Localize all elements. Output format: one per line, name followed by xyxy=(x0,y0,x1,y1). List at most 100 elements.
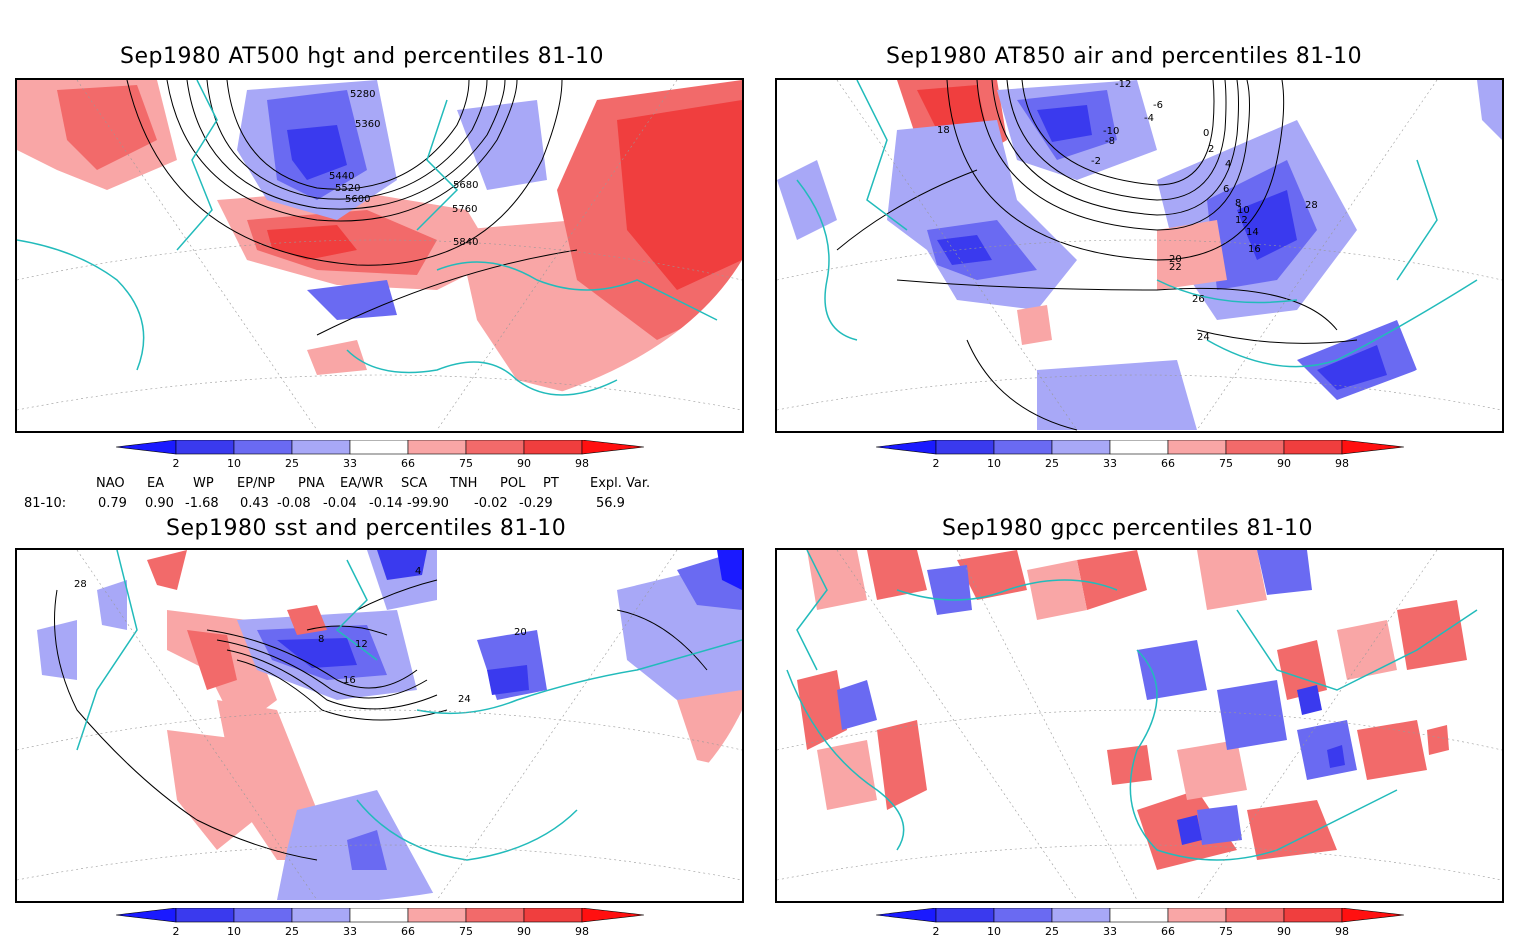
contour-label: 10 xyxy=(1237,205,1250,216)
index-value: -0.02 xyxy=(474,496,508,511)
panel-title-gpcc: Sep1980 gpcc percentiles 81-10 xyxy=(942,516,1313,541)
colorbar-tick-label: 10 xyxy=(987,457,1001,470)
contour-label: 0 xyxy=(1203,128,1209,139)
colorbar-gpcc: 2 10 25 33 66 75 90 98 xyxy=(875,907,1405,938)
index-header: Expl. Var. xyxy=(590,476,651,491)
contour-label: 5840 xyxy=(453,237,478,248)
contour-label: 5680 xyxy=(453,180,478,191)
contour-label: 16 xyxy=(343,675,356,686)
contour-label: 8 xyxy=(1235,198,1241,209)
colorbar-tick-label: 33 xyxy=(343,457,357,470)
colorbar-tick-label: 33 xyxy=(1103,457,1117,470)
index-header: NAO xyxy=(96,476,125,491)
contour-label: 5760 xyxy=(452,204,477,215)
colorbar-tick-label: 25 xyxy=(285,925,299,938)
colorbar-tick-label: 33 xyxy=(343,925,357,938)
contour-label: 12 xyxy=(1235,215,1248,226)
colorbar-tick-label: 66 xyxy=(1161,925,1175,938)
contour-label: 5440 xyxy=(329,171,354,182)
colorbar-tick-label: 66 xyxy=(401,925,415,938)
contour-label: -4 xyxy=(1144,113,1154,124)
colorbar-tick-label: 75 xyxy=(459,457,473,470)
index-value: 56.9 xyxy=(596,496,625,511)
colorbar-tick-label: 25 xyxy=(1045,925,1059,938)
map-z500: 5280 5360 5440 5520 5600 5680 5760 5840 xyxy=(15,78,744,433)
contour-label: 4 xyxy=(1225,159,1231,170)
index-value-row: 81-10: 0.79 0.90 -1.68 0.43 -0.08 -0.04 … xyxy=(0,496,760,514)
index-value: -99.90 xyxy=(407,496,449,511)
panel-title-sst: Sep1980 sst and percentiles 81-10 xyxy=(166,516,567,541)
contour-label: -8 xyxy=(1105,136,1115,147)
contour-label: 24 xyxy=(1197,332,1210,343)
index-header: WP xyxy=(193,476,214,491)
index-value: 0.79 xyxy=(98,496,127,511)
index-value: 0.43 xyxy=(240,496,269,511)
contour-label: -6 xyxy=(1153,100,1163,111)
colorbar-sst: 2 10 25 33 66 75 90 98 xyxy=(115,907,645,938)
map-gpcc xyxy=(775,548,1504,903)
panel-title-t850: Sep1980 AT850 air and percentiles 81-10 xyxy=(886,44,1363,69)
colorbar-tick-label: 2 xyxy=(933,457,940,470)
colorbar-tick-label: 98 xyxy=(575,925,589,938)
colorbar-tick-label: 2 xyxy=(173,925,180,938)
contour-label: 20 xyxy=(1169,254,1182,265)
contour-label: 5360 xyxy=(355,119,380,130)
index-header: SCA xyxy=(401,476,428,491)
colorbar-tick-label: 90 xyxy=(1277,457,1291,470)
contour-label: 8 xyxy=(318,634,324,645)
colorbar-tick-label: 25 xyxy=(1045,457,1059,470)
contour-label: 26 xyxy=(1192,294,1205,305)
index-header: EA xyxy=(147,476,165,491)
colorbar-tick-label: 98 xyxy=(575,457,589,470)
contour-label: 28 xyxy=(74,579,87,590)
colorbar-tick-label: 66 xyxy=(401,457,415,470)
index-header: TNH xyxy=(450,476,478,491)
colorbar-tick-label: 10 xyxy=(227,457,241,470)
contour-label: -2 xyxy=(1091,156,1101,167)
colorbar-tick-label: 25 xyxy=(285,457,299,470)
index-header: POL xyxy=(500,476,526,491)
index-value: -0.04 xyxy=(323,496,357,511)
contour-label: 24 xyxy=(458,694,471,705)
colorbar-tick-label: 90 xyxy=(517,457,531,470)
colorbar-tick-label: 75 xyxy=(1219,925,1233,938)
colorbar-tick-label: 98 xyxy=(1335,457,1349,470)
contour-label: 20 xyxy=(514,627,527,638)
colorbar-tick-label: 75 xyxy=(459,925,473,938)
index-value: -0.14 xyxy=(369,496,403,511)
colorbar-tick-label: 75 xyxy=(1219,457,1233,470)
index-header: PNA xyxy=(298,476,325,491)
colorbar-tick-label: 10 xyxy=(227,925,241,938)
contour-label: 5280 xyxy=(350,89,375,100)
map-t850: -12 -10 -8 -6 -4 -2 0 2 4 6 8 10 12 14 1… xyxy=(775,78,1504,433)
colorbar-tick-label: 10 xyxy=(987,925,1001,938)
map-sst: 4 8 12 16 20 24 28 xyxy=(15,548,744,903)
contour-label: -12 xyxy=(1115,80,1131,90)
colorbar-tick-label: 90 xyxy=(517,925,531,938)
index-header: PT xyxy=(543,476,559,491)
index-header: EP/NP xyxy=(237,476,275,491)
colorbar-tick-label: 98 xyxy=(1335,925,1349,938)
colorbar-tick-label: 2 xyxy=(933,925,940,938)
contour-label: 16 xyxy=(1248,244,1261,255)
contour-label: 12 xyxy=(355,639,368,650)
contour-label: 5600 xyxy=(345,194,370,205)
index-value: -0.29 xyxy=(519,496,553,511)
colorbar-tick-label: 66 xyxy=(1161,457,1175,470)
index-value: -1.68 xyxy=(185,496,219,511)
panel-title-z500: Sep1980 AT500 hgt and percentiles 81-10 xyxy=(120,44,605,69)
contour-label: 28 xyxy=(1305,200,1318,211)
contour-label: 5520 xyxy=(335,183,360,194)
colorbar-tick-label: 33 xyxy=(1103,925,1117,938)
contour-label: 14 xyxy=(1246,227,1259,238)
colorbar-tick-label: 90 xyxy=(1277,925,1291,938)
index-value: -0.08 xyxy=(277,496,311,511)
index-value: 0.90 xyxy=(145,496,174,511)
contour-label: 22 xyxy=(1169,262,1182,273)
contour-label: 4 xyxy=(415,566,421,577)
colorbar-z500: 2 10 25 33 66 75 90 98 xyxy=(115,439,645,470)
contour-label: -10 xyxy=(1103,126,1119,137)
colorbar-tick-label: 2 xyxy=(173,457,180,470)
index-row-label: 81-10: xyxy=(24,496,67,511)
contour-label: 18 xyxy=(937,125,950,136)
